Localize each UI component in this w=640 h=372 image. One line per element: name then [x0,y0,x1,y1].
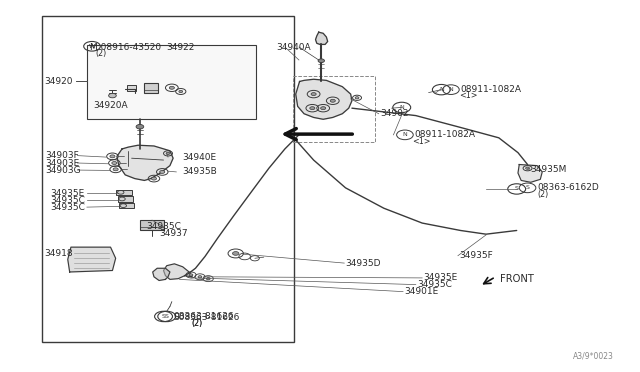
Text: 34920: 34920 [44,77,72,86]
Circle shape [321,107,326,110]
Circle shape [160,170,165,173]
Text: 34902: 34902 [381,109,409,118]
Circle shape [330,99,335,102]
Circle shape [198,276,202,278]
Circle shape [232,251,239,255]
Circle shape [109,93,116,98]
Text: <1>: <1> [460,92,477,100]
Circle shape [355,97,359,99]
Text: 34935D: 34935D [346,259,381,267]
Circle shape [112,161,117,164]
Bar [145,83,159,93]
Text: N: N [399,105,404,110]
Text: (2): (2) [191,319,202,328]
Text: 34940A: 34940A [276,42,311,51]
Text: 08911-1082A: 08911-1082A [461,85,522,94]
Polygon shape [164,264,192,279]
Bar [140,220,164,231]
Text: 34920A: 34920A [93,101,128,110]
Circle shape [166,152,170,154]
Bar [87,45,256,119]
Text: 34903E: 34903E [45,158,79,167]
Text: FRONT: FRONT [500,275,534,284]
Text: 34935C: 34935C [51,196,85,205]
Bar [293,76,375,141]
Circle shape [136,125,144,129]
Bar [118,196,133,202]
Circle shape [179,90,182,93]
Circle shape [152,177,157,180]
Text: W: W [89,44,95,49]
Text: 34935B: 34935B [182,167,218,176]
Text: 34903G: 34903G [45,166,81,174]
Text: 34922: 34922 [167,42,195,51]
Text: 34935C: 34935C [147,222,181,231]
Polygon shape [153,268,170,280]
Circle shape [318,59,324,62]
Text: S: S [525,185,529,190]
Circle shape [206,278,210,280]
Circle shape [189,274,193,276]
Circle shape [311,93,316,96]
Text: 34918: 34918 [44,249,73,258]
Circle shape [110,155,115,158]
Text: 34937: 34937 [159,229,188,238]
Circle shape [310,107,315,110]
Circle shape [113,168,118,171]
Polygon shape [296,79,352,119]
Polygon shape [117,145,173,180]
Text: N: N [449,87,453,92]
Text: <1>: <1> [413,137,431,146]
Text: 34935E: 34935E [424,273,458,282]
Text: S: S [515,186,518,192]
Text: 08911-1082A: 08911-1082A [415,130,476,140]
Polygon shape [518,164,542,182]
Text: N: N [403,132,407,137]
Text: (2): (2) [95,49,106,58]
Bar [127,85,136,92]
Text: 34940E: 34940E [182,153,217,161]
Text: 34935C: 34935C [417,280,452,289]
Text: N: N [439,87,444,92]
Text: 34935C: 34935C [51,203,85,212]
Text: 34935M: 34935M [531,165,567,174]
Text: 34935F: 34935F [460,251,493,260]
Text: A3/9*0023: A3/9*0023 [573,352,614,361]
Text: 34901E: 34901E [404,287,438,296]
Text: M 08916-43520: M 08916-43520 [90,42,161,51]
Circle shape [170,86,174,89]
Circle shape [525,167,529,169]
Text: 08363-6162D: 08363-6162D [537,183,599,192]
Text: 08363-81626: 08363-81626 [173,312,234,321]
Text: S: S [162,314,166,319]
Text: 34935E: 34935E [51,189,84,198]
Text: 34903F: 34903F [45,151,79,160]
Text: S: S [164,314,169,319]
Text: S08363-81626: S08363-81626 [173,313,239,322]
Polygon shape [68,247,116,272]
Text: (2): (2) [191,319,202,328]
Bar [116,190,132,195]
Polygon shape [316,32,328,44]
Bar [119,203,134,208]
Text: (2): (2) [537,190,548,199]
Bar [42,16,294,341]
